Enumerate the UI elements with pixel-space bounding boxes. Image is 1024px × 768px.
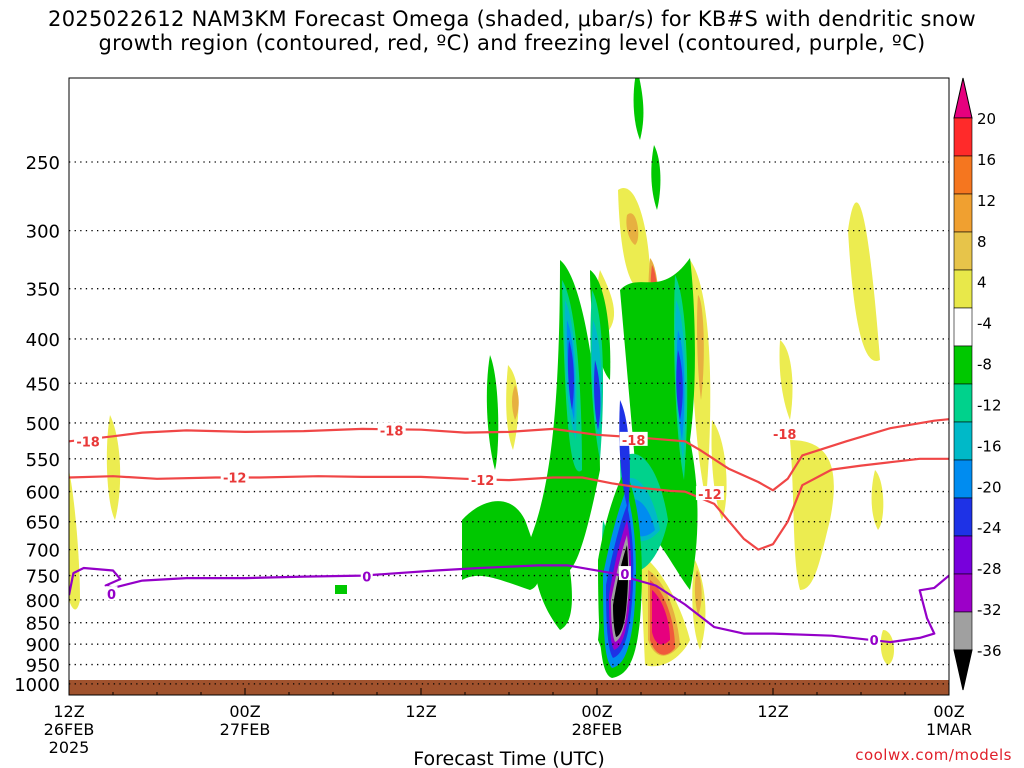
x-tick-label-5-1: 1MAR bbox=[926, 720, 972, 739]
colorbar-label-2: 12 bbox=[977, 192, 996, 210]
contour-label-bg-0 bbox=[74, 433, 103, 448]
x-tick-label-4-0: 12Z bbox=[757, 702, 788, 721]
credit-link[interactable]: coolwx.com/models bbox=[855, 746, 1012, 764]
contour-label-8: 0 bbox=[362, 571, 371, 586]
x-tick-label-0-1: 26FEB bbox=[44, 720, 95, 739]
contour-label-bg-10 bbox=[868, 632, 881, 647]
pressure-gridlines bbox=[69, 161, 949, 685]
chart-title-line-1: 2025022612 NAM3KM Forecast Omega (shaded… bbox=[48, 7, 976, 31]
colorbar-box-9 bbox=[953, 459, 973, 499]
contour-labels: -18 -18 -18 -18 -12 -12 -12 0 0 0 0 bbox=[74, 422, 881, 649]
contour-label-bg-9 bbox=[618, 566, 631, 581]
x-axis-title: Forecast Time (UTC) bbox=[413, 748, 604, 768]
x-tick-label-0-2: 2025 bbox=[49, 738, 90, 757]
pressure-label-700: 700 bbox=[26, 541, 60, 562]
contour-label-4: -12 bbox=[223, 472, 247, 487]
pressure-label-650: 650 bbox=[26, 513, 60, 534]
temperature-contours bbox=[69, 418, 949, 644]
contour-label-2: -18 bbox=[622, 434, 646, 449]
omega-colorbar: 20 16 12 8 4 -4 -8 -12 -16 -20 -24 -28 -32 -36 bbox=[953, 77, 1002, 691]
contour-label-1: -18 bbox=[380, 424, 404, 439]
contour-label-0: -18 bbox=[76, 435, 100, 450]
pressure-axis-labels: 2503003504004505005506006507007508008509… bbox=[14, 153, 60, 696]
chart-title-line-2: growth region (contoured, red, ºC) and f… bbox=[98, 31, 926, 55]
pressure-label-350: 350 bbox=[26, 280, 60, 301]
contour-label-bg-1 bbox=[377, 422, 406, 437]
pressure-label-800: 800 bbox=[26, 591, 60, 612]
colorbar-box-6 bbox=[953, 345, 973, 385]
x-tick-label-3-1: 28FEB bbox=[572, 720, 623, 739]
x-tick-label-0-0: 12Z bbox=[53, 702, 84, 721]
colorbar-box-11 bbox=[953, 535, 973, 575]
pressure-label-900: 900 bbox=[26, 635, 60, 656]
colorbar-box-7 bbox=[953, 383, 973, 423]
colorbar-box-3 bbox=[953, 231, 973, 271]
contour-label-bg-8 bbox=[360, 568, 373, 583]
contour-label-7: 0 bbox=[107, 588, 116, 603]
pressure-label-850: 850 bbox=[26, 614, 60, 635]
terrain-band bbox=[69, 680, 949, 695]
colorbar-label-6: -8 bbox=[977, 356, 992, 374]
colorbar-label-9: -20 bbox=[977, 478, 1002, 496]
contour-label-6: -12 bbox=[698, 488, 722, 503]
pressure-label-600: 600 bbox=[26, 483, 60, 504]
pressure-label-250: 250 bbox=[26, 153, 60, 174]
contour-label-10: 0 bbox=[870, 634, 879, 649]
omega-negative-intense bbox=[568, 340, 683, 430]
colorbar-label-13: -36 bbox=[977, 642, 1002, 660]
pressure-label-400: 400 bbox=[26, 330, 60, 351]
contour-line-0 bbox=[69, 418, 949, 492]
colorbar-box-4 bbox=[953, 269, 973, 309]
colorbar-label-5: -4 bbox=[977, 315, 992, 333]
colorbar-label-11: -28 bbox=[977, 560, 1002, 578]
x-tick-label-1-1: 27FEB bbox=[220, 720, 271, 739]
colorbar-label-12: -32 bbox=[977, 601, 1002, 619]
pressure-label-750: 750 bbox=[26, 567, 60, 588]
colorbar-box-5 bbox=[953, 307, 973, 347]
pressure-label-500: 500 bbox=[26, 414, 60, 435]
contour-label-bg-5 bbox=[468, 472, 497, 487]
contour-label-bg-3 bbox=[770, 426, 799, 441]
colorbar-box-13 bbox=[953, 611, 973, 651]
x-tick-label-3-0: 00Z bbox=[581, 702, 612, 721]
colorbar-label-0: 20 bbox=[977, 110, 996, 128]
colorbar-box-10 bbox=[953, 497, 973, 537]
contour-line-1 bbox=[69, 457, 949, 551]
colorbar-arrow-top bbox=[953, 77, 973, 119]
pressure-label-450: 450 bbox=[26, 374, 60, 395]
colorbar-arrow-bottom bbox=[953, 649, 973, 691]
x-tick-label-1-0: 00Z bbox=[229, 702, 260, 721]
contour-label-bg-7 bbox=[105, 586, 118, 601]
x-tick-label-2-0: 12Z bbox=[405, 702, 436, 721]
pressure-label-550: 550 bbox=[26, 450, 60, 471]
colorbar-box-2 bbox=[953, 193, 973, 233]
contour-label-9: 0 bbox=[620, 568, 629, 583]
colorbar-box-1 bbox=[953, 155, 973, 195]
colorbar-label-7: -12 bbox=[977, 396, 1002, 414]
colorbar-label-1: 16 bbox=[977, 151, 996, 169]
colorbar-box-12 bbox=[953, 573, 973, 613]
colorbar-label-10: -24 bbox=[977, 519, 1002, 537]
pressure-label-950: 950 bbox=[26, 656, 60, 677]
contour-label-3: -18 bbox=[773, 428, 797, 443]
omega-shading bbox=[69, 78, 949, 695]
colorbar-label-3: 8 bbox=[977, 233, 987, 251]
colorbar-box-0 bbox=[953, 117, 973, 157]
colorbar-box-8 bbox=[953, 421, 973, 461]
contour-line-2 bbox=[69, 564, 949, 644]
contour-label-5: -12 bbox=[471, 474, 495, 489]
pressure-label-300: 300 bbox=[26, 222, 60, 243]
omega-positive-weak bbox=[69, 188, 895, 667]
pressure-label-1000: 1000 bbox=[14, 675, 60, 696]
x-tick-label-5-0: 00Z bbox=[933, 702, 964, 721]
contour-label-bg-4 bbox=[220, 469, 249, 484]
colorbar-label-4: 4 bbox=[977, 274, 987, 292]
contour-label-bg-2 bbox=[619, 431, 648, 446]
contour-label-bg-6 bbox=[695, 486, 724, 501]
colorbar-label-8: -16 bbox=[977, 437, 1002, 455]
